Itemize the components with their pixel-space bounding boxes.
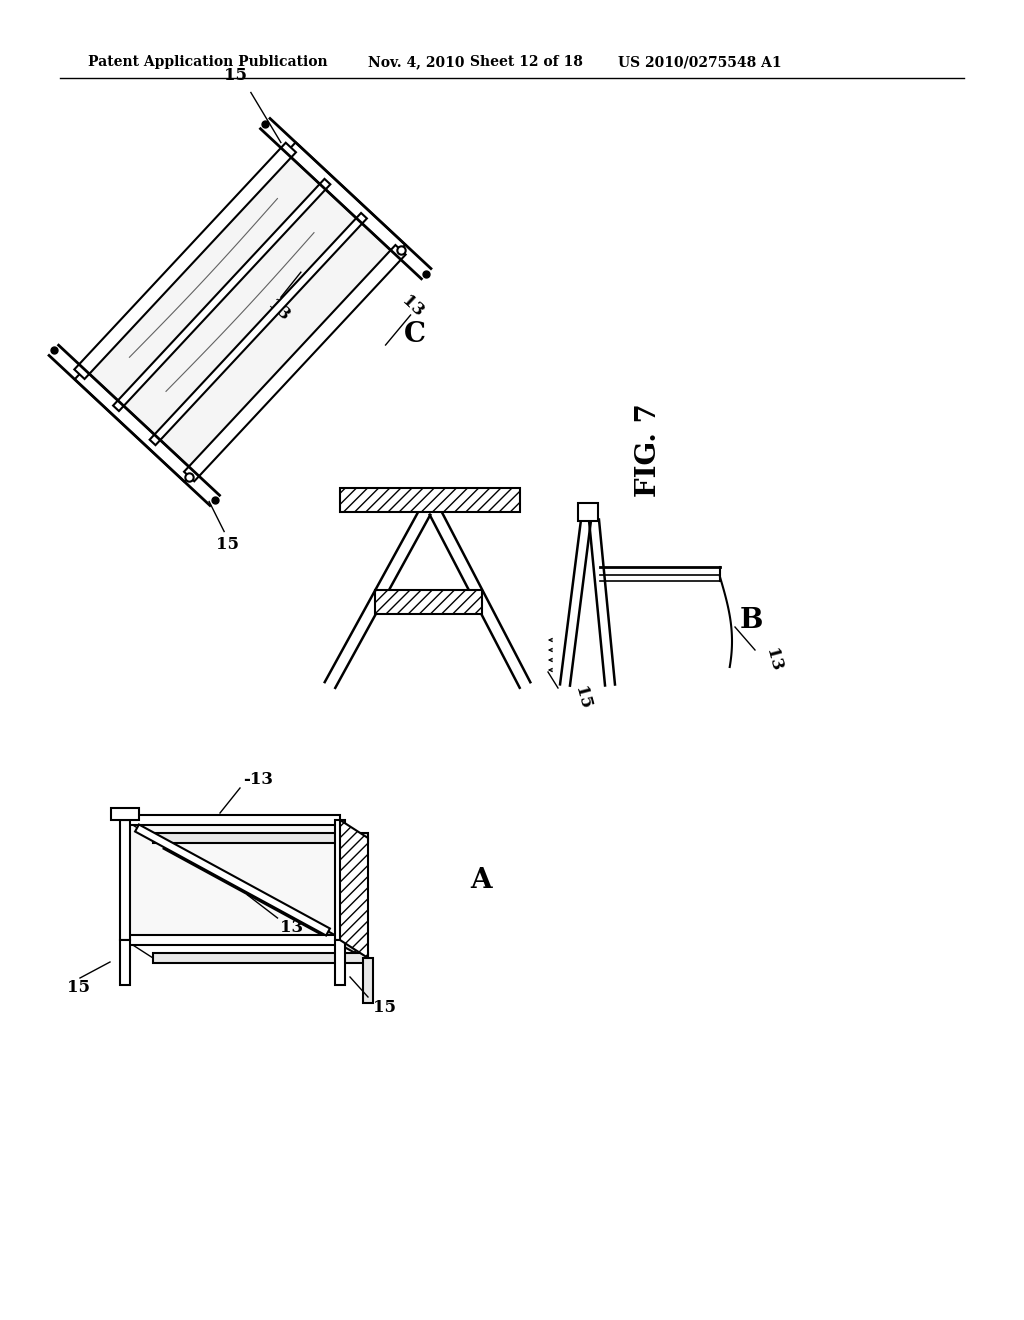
Polygon shape: [153, 833, 368, 843]
Polygon shape: [120, 940, 130, 985]
Polygon shape: [150, 213, 367, 445]
Polygon shape: [340, 488, 520, 512]
Text: US 2010/0275548 A1: US 2010/0275548 A1: [618, 55, 781, 69]
Polygon shape: [120, 820, 130, 940]
Text: 15: 15: [224, 67, 248, 84]
Polygon shape: [135, 825, 330, 936]
Polygon shape: [153, 953, 368, 964]
Text: 13: 13: [762, 647, 784, 673]
Polygon shape: [362, 958, 373, 1003]
Polygon shape: [164, 843, 357, 953]
Text: 15: 15: [216, 536, 239, 553]
Text: FIG. 7: FIG. 7: [635, 403, 662, 496]
Text: 13: 13: [281, 920, 304, 936]
Text: 13: 13: [398, 293, 427, 321]
Polygon shape: [184, 246, 406, 482]
Text: -13: -13: [243, 771, 273, 788]
Polygon shape: [125, 820, 340, 940]
Polygon shape: [381, 512, 476, 590]
Text: B: B: [740, 606, 763, 634]
Polygon shape: [375, 590, 482, 614]
Text: 15: 15: [67, 979, 90, 997]
Text: Nov. 4, 2010: Nov. 4, 2010: [368, 55, 465, 69]
Polygon shape: [125, 814, 340, 825]
Text: C: C: [404, 322, 426, 348]
Polygon shape: [75, 370, 194, 482]
Polygon shape: [113, 180, 331, 411]
Text: A: A: [470, 866, 492, 894]
Text: Sheet 12 of 18: Sheet 12 of 18: [470, 55, 583, 69]
Polygon shape: [335, 940, 345, 985]
Polygon shape: [578, 503, 598, 521]
Polygon shape: [336, 614, 519, 685]
Polygon shape: [340, 820, 368, 958]
Polygon shape: [125, 935, 340, 945]
Text: 15: 15: [373, 998, 396, 1015]
Polygon shape: [75, 143, 296, 379]
Text: 13: 13: [264, 296, 293, 325]
Polygon shape: [335, 820, 345, 940]
Text: Patent Application Publication: Patent Application Publication: [88, 55, 328, 69]
Polygon shape: [286, 143, 406, 255]
Polygon shape: [111, 808, 139, 820]
Polygon shape: [80, 148, 400, 477]
Text: 15: 15: [571, 685, 593, 711]
